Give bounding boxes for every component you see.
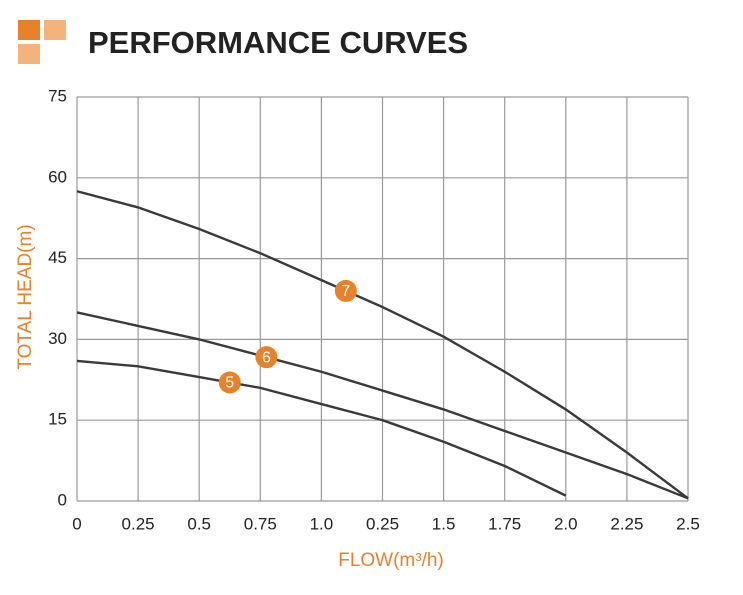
series-label: 5 xyxy=(225,375,234,392)
curve xyxy=(76,311,689,500)
y-tick-label: 15 xyxy=(48,410,67,429)
logo-square xyxy=(18,20,40,40)
x-tick-label: 0 xyxy=(72,514,81,533)
y-axis-label: TOTAL HEAD(m) xyxy=(15,224,36,369)
y-tick-label: 30 xyxy=(48,329,67,348)
x-tick-label: 2.0 xyxy=(554,514,578,533)
y-tick-label: 75 xyxy=(48,86,67,105)
x-tick-label: 2.5 xyxy=(676,514,700,533)
x-tick-label: 1.75 xyxy=(488,514,521,533)
x-tick-label: 1.0 xyxy=(310,514,334,533)
x-tick-label: 0.25 xyxy=(366,514,399,533)
logo-square xyxy=(18,44,40,64)
x-tick-label: 0.5 xyxy=(187,514,211,533)
series-marker xyxy=(334,279,357,302)
y-tick-label: 0 xyxy=(58,490,67,509)
x-tick-label: 0.75 xyxy=(244,514,277,533)
x-tick-label: 1.5 xyxy=(432,514,456,533)
x-tick-label: 0.25 xyxy=(122,514,155,533)
series-label: 7 xyxy=(341,283,350,300)
x-axis-label: FLOW(m³/h) xyxy=(338,550,444,571)
curve xyxy=(76,359,567,497)
y-tick-label: 60 xyxy=(48,167,67,186)
x-tick-label: 2.25 xyxy=(610,514,643,533)
series-label: 6 xyxy=(262,349,271,366)
series-marker xyxy=(255,346,278,369)
curve xyxy=(76,190,689,500)
chart-title: PERFORMANCE CURVES xyxy=(88,25,468,60)
y-tick-label: 45 xyxy=(48,248,67,267)
logo-square xyxy=(44,20,66,40)
series-marker xyxy=(218,371,241,394)
